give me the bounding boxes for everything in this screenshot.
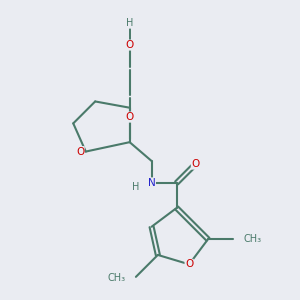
Text: O: O: [76, 147, 84, 157]
Text: N: N: [148, 178, 155, 188]
Text: O: O: [125, 112, 134, 122]
Text: O: O: [191, 159, 200, 169]
Text: O: O: [185, 259, 193, 269]
Text: CH₃: CH₃: [108, 273, 126, 284]
Text: H: H: [132, 182, 139, 192]
Text: O: O: [125, 40, 134, 50]
Text: CH₃: CH₃: [243, 234, 261, 244]
Text: H: H: [126, 18, 133, 28]
